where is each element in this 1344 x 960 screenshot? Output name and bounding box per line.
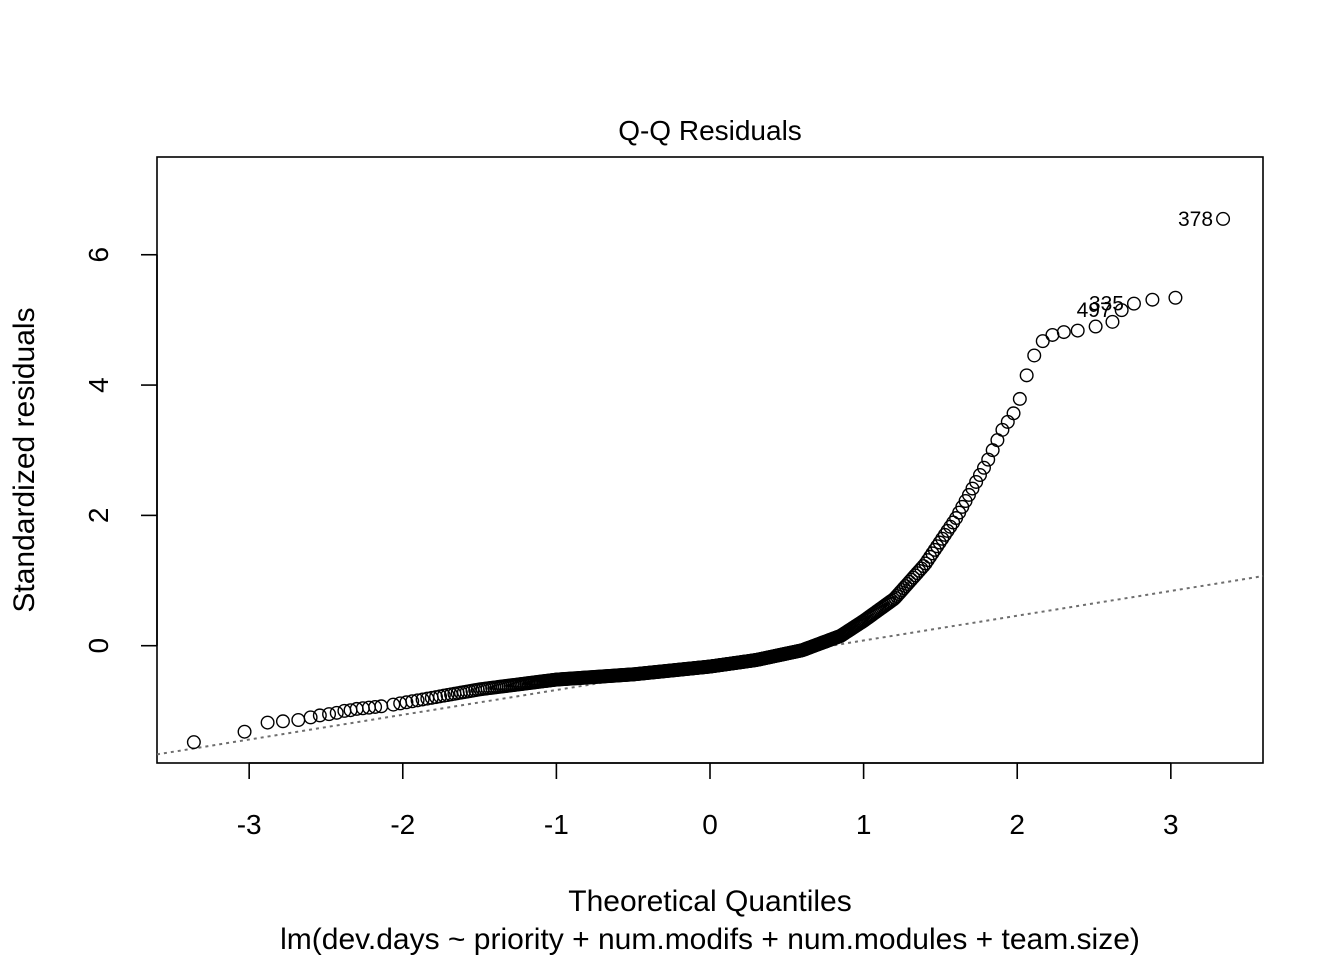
data-point (405, 694, 420, 709)
data-point (303, 710, 318, 725)
data-point (386, 697, 401, 712)
data-point (1045, 327, 1060, 342)
data-point (291, 712, 306, 727)
data-point (1114, 303, 1129, 318)
data-point (1088, 319, 1103, 334)
data-point (312, 708, 327, 723)
data-point (1145, 292, 1160, 307)
data-point (927, 542, 942, 557)
data-point (1126, 296, 1141, 311)
y-tick-label: 0 (83, 638, 114, 654)
data-point (1168, 290, 1183, 305)
data-point (946, 515, 961, 530)
data-point (1035, 334, 1050, 349)
data-point (932, 535, 947, 550)
y-axis: 0 2 4 6 (83, 247, 158, 654)
data-point (923, 549, 938, 564)
data-point (410, 693, 425, 708)
data-point (237, 724, 252, 739)
data-point (1006, 406, 1021, 421)
data-point (930, 539, 945, 554)
y-tick-label: 4 (83, 377, 114, 393)
data-point (329, 705, 344, 720)
data-point (935, 531, 950, 546)
data-point (1070, 323, 1085, 338)
data-point (1056, 325, 1071, 340)
data-point (1027, 348, 1042, 363)
x-tick-label: -2 (390, 809, 415, 840)
x-tick-label: 0 (702, 809, 718, 840)
chart-title: Q-Q Residuals (618, 115, 802, 146)
point-label: 335 (1089, 293, 1124, 316)
x-tick-label: -3 (237, 809, 262, 840)
data-point (925, 546, 940, 561)
data-point (981, 452, 996, 467)
points-group (186, 211, 1231, 750)
data-point (1216, 211, 1231, 226)
y-tick-label: 6 (83, 247, 114, 263)
data-point (322, 707, 337, 722)
y-axis-label: Standardized residuals (8, 307, 41, 612)
point-label: 378 (1178, 208, 1213, 231)
data-point (1012, 391, 1027, 406)
data-point (399, 695, 414, 710)
y-tick-label: 2 (83, 508, 114, 524)
data-point (976, 460, 991, 475)
data-point (186, 735, 201, 750)
data-point (920, 553, 935, 568)
x-tick-label: -1 (544, 809, 569, 840)
data-point (1105, 314, 1120, 329)
x-axis-label: Theoretical Quantiles (568, 885, 851, 918)
x-tick-label: 3 (1163, 809, 1179, 840)
x-tick-label: 2 (1009, 809, 1025, 840)
data-point (965, 481, 980, 496)
data-point (415, 692, 430, 707)
data-point (368, 699, 383, 714)
x-axis: -3 -2 -1 0 1 2 3 (237, 762, 1179, 840)
data-point (275, 714, 290, 729)
chart-subtitle: lm(dev.days ~ priority + num.modifs + nu… (280, 923, 1140, 956)
data-point (260, 715, 275, 730)
data-point (969, 474, 984, 489)
data-point (1019, 368, 1034, 383)
point-label: 497 (1077, 299, 1112, 322)
data-point (972, 468, 987, 483)
x-tick-label: 1 (856, 809, 872, 840)
